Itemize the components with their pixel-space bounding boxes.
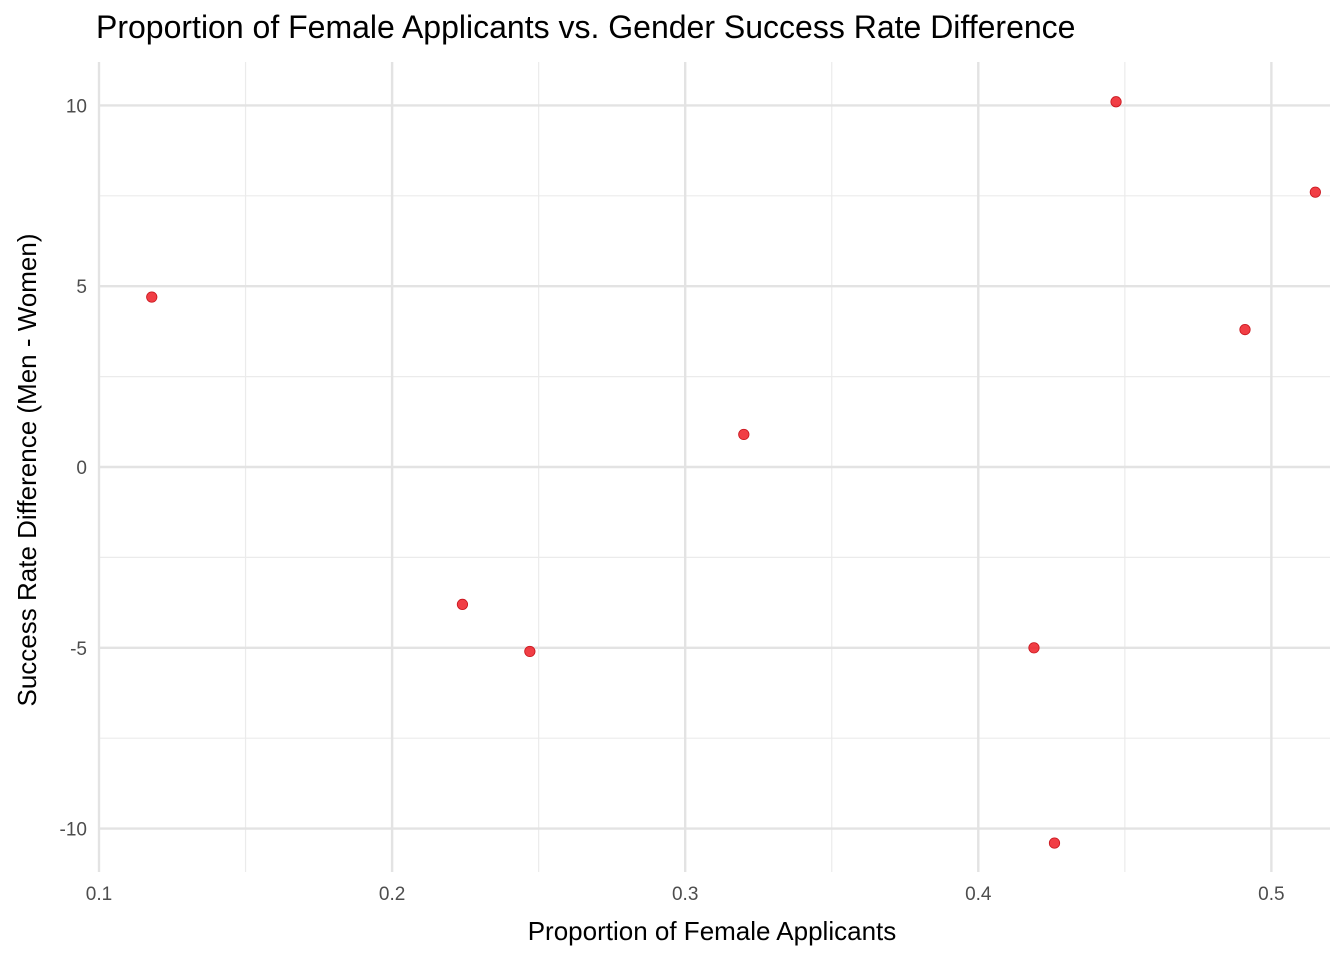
x-tick-label: 0.1 xyxy=(86,884,112,905)
data-point xyxy=(1048,837,1061,849)
y-axis-tick-labels: -10 -5 0 5 10 xyxy=(60,96,87,840)
y-tick-label: 5 xyxy=(76,277,87,298)
major-gridlines xyxy=(97,62,1330,872)
data-point xyxy=(1239,323,1251,336)
x-axis-tick-labels: 0.1 0.2 0.3 0.4 0.5 xyxy=(86,884,1285,905)
data-points xyxy=(146,96,1321,849)
data-point xyxy=(1309,186,1321,198)
data-point xyxy=(738,428,750,441)
y-tick-label: 10 xyxy=(66,96,87,117)
data-point xyxy=(1110,96,1122,108)
x-tick-label: 0.4 xyxy=(965,884,992,905)
x-tick-label: 0.2 xyxy=(379,884,405,905)
y-tick-label: 0 xyxy=(76,458,87,479)
chart-title: Proportion of Female Applicants vs. Gend… xyxy=(96,9,1075,45)
data-point xyxy=(146,291,158,303)
minor-gridlines xyxy=(99,62,1330,872)
y-axis-title: Success Rate Difference (Men - Women) xyxy=(12,234,42,707)
x-tick-label: 0.3 xyxy=(672,884,698,905)
y-tick-label: -10 xyxy=(60,820,87,841)
data-point xyxy=(1028,642,1040,654)
data-point xyxy=(524,645,536,658)
x-axis-title: Proportion of Female Applicants xyxy=(528,916,897,946)
y-tick-label: -5 xyxy=(70,639,87,660)
data-point xyxy=(456,598,469,611)
x-tick-label: 0.5 xyxy=(1258,884,1284,905)
